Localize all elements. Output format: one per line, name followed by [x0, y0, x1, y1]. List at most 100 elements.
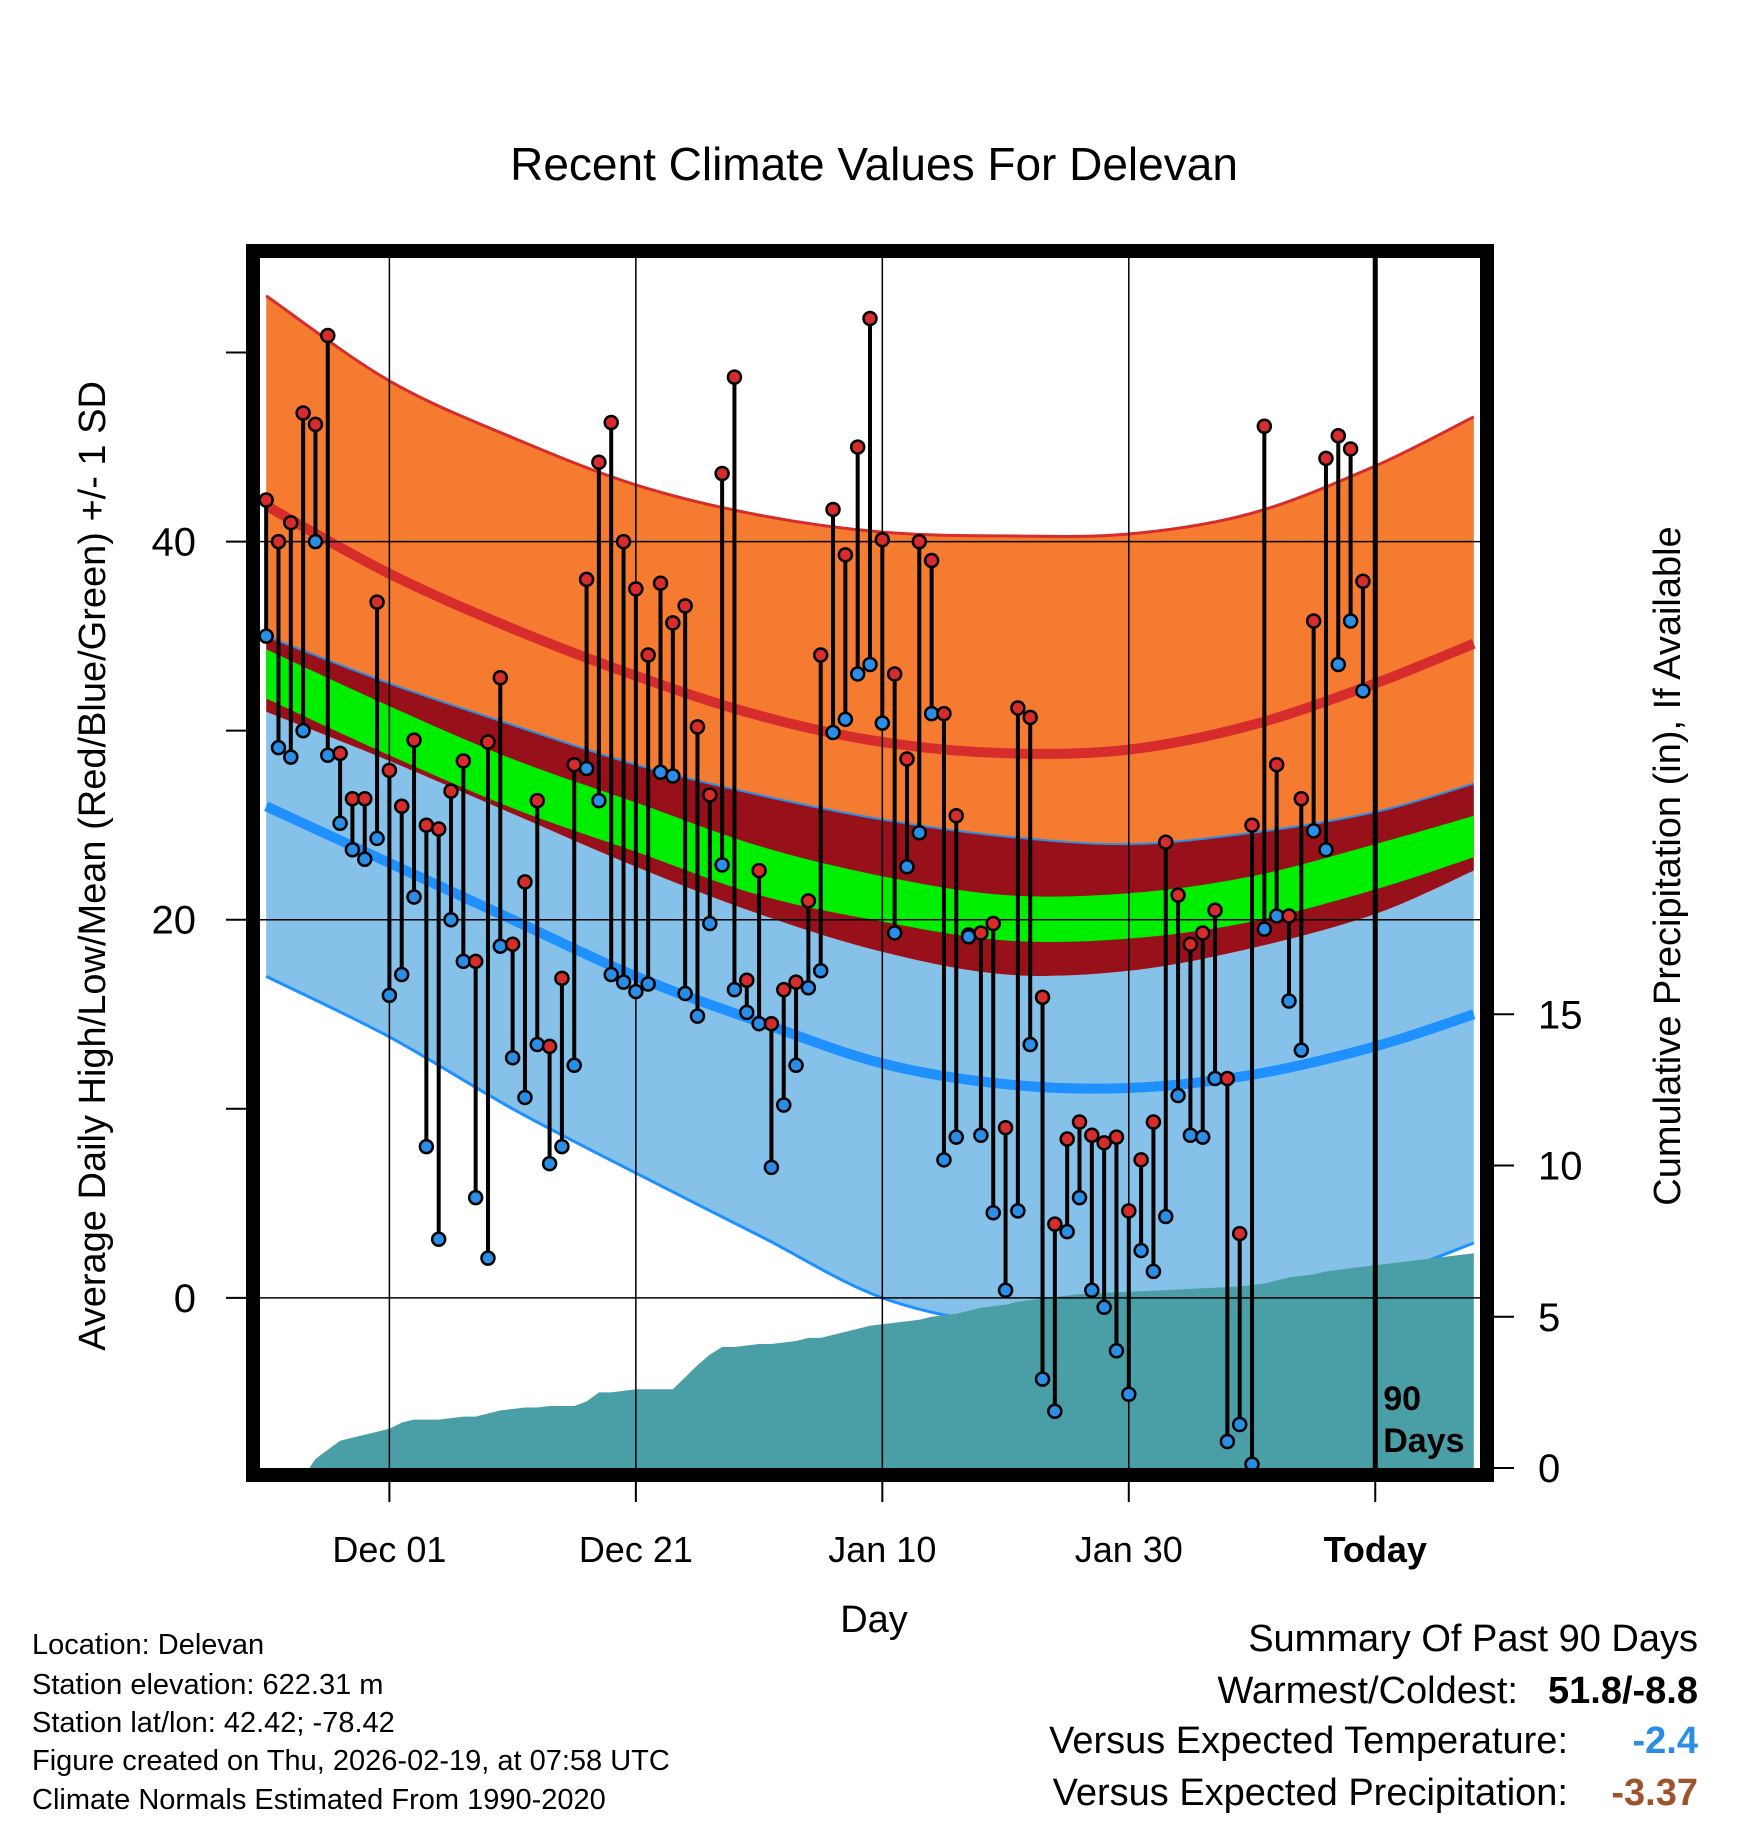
low-point — [1293, 1042, 1310, 1058]
mean-line-band — [266, 649, 1474, 943]
high-point — [997, 1119, 1014, 1136]
low-point — [356, 851, 373, 867]
high-point — [874, 531, 891, 548]
high-point — [258, 492, 274, 508]
low-point — [1207, 1070, 1223, 1087]
low-point — [788, 1057, 804, 1074]
high-point — [1121, 1203, 1137, 1219]
low-point — [886, 925, 903, 941]
low-point — [1096, 1299, 1112, 1316]
high-point — [677, 598, 693, 614]
high-point — [1207, 902, 1223, 919]
low-point — [985, 1205, 1001, 1221]
y-axis-label-right: Cumulative Precipitation (in), If Availa… — [1647, 526, 1689, 1205]
high-point — [763, 1015, 780, 1032]
today-label-line2: Days — [1383, 1422, 1464, 1460]
low-point — [418, 1138, 435, 1155]
high-point — [591, 454, 607, 470]
low-point — [1071, 1189, 1088, 1206]
plot-border — [246, 244, 1494, 1482]
high-point — [1059, 1131, 1075, 1147]
high-point — [911, 533, 928, 550]
high-point — [849, 439, 866, 455]
low-point — [430, 1231, 447, 1247]
high-point — [1194, 925, 1211, 941]
low-point — [566, 1057, 582, 1074]
high-point — [283, 514, 299, 531]
summary-precip-value: -3.37 — [1611, 1772, 1698, 1814]
high-point — [1096, 1135, 1112, 1151]
high-point — [529, 792, 546, 809]
low-point — [1268, 908, 1285, 924]
high-point — [1256, 418, 1273, 435]
low-point — [1318, 842, 1334, 858]
high-point — [1219, 1070, 1236, 1087]
low-point — [467, 1189, 484, 1206]
x-axis-label: Day — [840, 1599, 908, 1641]
high-point — [1318, 450, 1334, 467]
high-point — [332, 745, 348, 762]
high-point — [270, 533, 287, 550]
low-point — [504, 1049, 521, 1066]
y-tick-label: 20 — [152, 899, 197, 943]
high-point — [825, 501, 841, 518]
meta-created: Figure created on Thu, 2026-02-19, at 07… — [32, 1745, 670, 1777]
summary-title: Summary Of Past 90 Days — [1248, 1618, 1698, 1660]
x-tick-label: Jan 30 — [1075, 1529, 1183, 1570]
high-point — [726, 369, 743, 385]
low-point — [1355, 683, 1371, 699]
low-point — [702, 915, 718, 932]
low-point — [960, 928, 977, 945]
high-point — [356, 790, 373, 807]
high-point — [443, 783, 459, 799]
high-point — [1133, 1152, 1149, 1168]
low-point — [1059, 1223, 1075, 1240]
low-point — [270, 739, 287, 756]
chart-title: Recent Climate Values For Delevan — [510, 138, 1238, 190]
y-tick-label: 40 — [152, 521, 197, 565]
low-point — [1047, 1403, 1063, 1420]
daily-values — [258, 310, 1371, 1472]
precip-area — [309, 1253, 1474, 1468]
high-point — [1330, 427, 1347, 444]
high-point — [1170, 887, 1186, 903]
low-point — [1158, 1208, 1174, 1225]
low-point — [862, 656, 878, 673]
low-sd-band — [266, 711, 1474, 1329]
high-point — [295, 405, 311, 421]
yr-tick-label: 10 — [1538, 1145, 1583, 1189]
high-point — [467, 953, 484, 970]
low-point — [923, 705, 940, 722]
low-point — [948, 1129, 965, 1145]
high-point — [714, 465, 730, 482]
plot-frame: 90 Days — [246, 244, 1494, 1482]
high-point — [739, 972, 755, 988]
low-point — [295, 722, 311, 739]
yr-tick-label: 0 — [1538, 1447, 1560, 1491]
low-point — [1121, 1386, 1137, 1403]
high-point — [615, 533, 632, 550]
high-point — [640, 647, 656, 663]
low-point — [480, 1250, 496, 1266]
summary-warmest: Warmest/Coldest: 51.8/-8.8 — [1217, 1670, 1698, 1713]
low-point — [652, 764, 669, 780]
high-point — [381, 762, 398, 779]
high-point — [1305, 613, 1322, 629]
high-point — [862, 310, 878, 327]
low-point — [1330, 656, 1347, 673]
low-point — [837, 711, 854, 728]
high-point — [1231, 1225, 1248, 1242]
low-point — [455, 953, 472, 970]
high-point — [492, 669, 509, 686]
high-point — [1034, 989, 1051, 1005]
x-tick-label: Jan 10 — [828, 1529, 936, 1570]
high-point — [455, 753, 472, 769]
low-point — [1133, 1242, 1149, 1259]
high-point — [369, 594, 385, 610]
low-point — [615, 974, 632, 990]
low-point — [899, 859, 915, 875]
low-point — [874, 715, 891, 731]
low-point — [751, 1015, 767, 1032]
high-point — [307, 416, 324, 433]
high-point — [1022, 709, 1038, 726]
